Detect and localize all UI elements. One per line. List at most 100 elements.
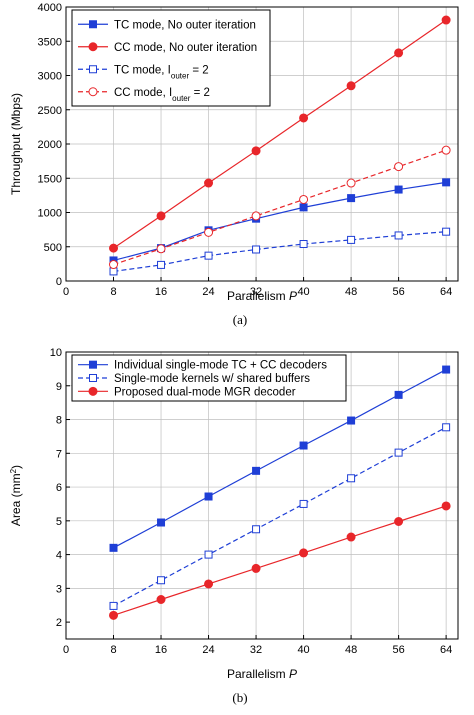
legend-entry-tail: = 2	[190, 87, 210, 99]
x-tick-label: 0	[63, 286, 69, 298]
data-point	[347, 194, 356, 203]
legend-marker	[89, 360, 97, 369]
y-axis-label-tail: )	[9, 465, 23, 469]
legend-entry: CC mode, No outer iteration	[114, 42, 257, 54]
legend-entry: TC mode, No outer iteration	[114, 19, 256, 31]
data-point	[157, 260, 166, 269]
series-0	[109, 178, 451, 265]
x-tick-label: 64	[440, 286, 452, 298]
legend-entry-name: TC mode, No outer iteration	[114, 19, 256, 31]
y-tick-label: 0	[56, 276, 62, 288]
x-tick-label: 8	[110, 644, 116, 656]
y-tick-label: 7	[56, 448, 62, 460]
x-axis-label: Parallelism P	[227, 667, 297, 681]
data-point	[346, 81, 356, 91]
chart-panel-a: 0 8 16 24 32 40 48 56 64 0 500 1000 1500 2000 2500 3000…	[9, 2, 459, 327]
data-point	[299, 548, 309, 558]
data-point	[204, 227, 214, 237]
series-3	[109, 145, 451, 270]
legend-entry-sub: outer	[172, 93, 191, 102]
legend-entry-name: CC mode, No outer iteration	[114, 42, 257, 54]
legend-marker	[88, 386, 98, 396]
series-0	[109, 365, 451, 552]
y-axis-label: Throughput (Mbps)	[9, 93, 23, 195]
legend-entry: Individual single-mode TC + CC decoders	[114, 360, 327, 372]
x-axis-label-text: Parallelism	[227, 289, 286, 303]
y-tick-label: 2500	[38, 105, 62, 117]
data-point	[441, 145, 451, 155]
data-point	[109, 243, 119, 253]
y-tick-label: 5	[56, 516, 62, 528]
legend-box	[71, 9, 271, 107]
y-tick-label: 4000	[38, 2, 62, 14]
data-point	[204, 251, 213, 260]
series-1	[109, 15, 451, 253]
legend: TC mode, No outer iteration CC mode, No o…	[71, 9, 271, 107]
y-tick-label: 9	[56, 381, 62, 393]
data-point	[442, 365, 451, 374]
y-tick-label: 1500	[38, 173, 62, 185]
legend-entry: TC mode, Iouter = 2	[114, 64, 209, 80]
data-point	[251, 146, 261, 156]
data-point	[299, 194, 309, 204]
data-point	[442, 227, 451, 236]
x-tick-label: 16	[155, 286, 167, 298]
data-point	[347, 474, 356, 483]
legend-entry: CC mode, Iouter = 2	[114, 87, 210, 103]
y-tick-label: 500	[44, 242, 62, 254]
data-point	[109, 610, 119, 620]
data-point	[394, 48, 404, 58]
series-line	[113, 19, 447, 249]
x-tick-label: 40	[297, 644, 309, 656]
series-line	[113, 181, 447, 262]
data-point	[299, 240, 308, 249]
legend-entry-name: Single-mode kernels w/ shared buffers	[114, 373, 310, 385]
x-axis-label-text: Parallelism	[227, 667, 286, 681]
y-axis-label-sup: 2	[9, 468, 18, 473]
x-tick-label: 56	[392, 286, 404, 298]
data-point	[394, 390, 403, 399]
series-2	[109, 227, 451, 276]
x-axis-label-var: P	[289, 289, 297, 303]
legend-entry: Single-mode kernels w/ shared buffers	[114, 373, 310, 385]
y-axis-label: Area (mm2)	[9, 465, 24, 526]
data-point	[109, 543, 118, 552]
x-tick-label: 32	[250, 286, 262, 298]
x-tick-label: 16	[155, 644, 167, 656]
data-point	[394, 231, 403, 240]
legend-marker	[89, 20, 97, 29]
y-tick-label: 3500	[38, 36, 62, 48]
data-point	[204, 550, 213, 559]
legend-entry-sub: outer	[171, 71, 190, 80]
series-line	[113, 231, 447, 273]
legend-entry-name: Proposed dual-mode MGR decoder	[114, 386, 296, 398]
data-point	[394, 448, 403, 457]
data-point	[299, 113, 309, 123]
y-tick-label: 3	[56, 583, 62, 595]
legend-marker	[89, 65, 97, 74]
legend-marker	[89, 374, 97, 382]
data-point	[441, 501, 451, 511]
data-point	[157, 576, 166, 585]
y-tick-label: 8	[56, 415, 62, 427]
legend-marker	[88, 87, 98, 97]
x-axis-label: Parallelism P	[227, 289, 297, 303]
legend-box	[71, 354, 347, 402]
data-point	[204, 492, 213, 501]
x-tick-label: 40	[297, 286, 309, 298]
x-tick-label: 24	[202, 286, 214, 298]
y-axis-label-text: Area (mm	[9, 473, 23, 526]
data-point	[252, 466, 261, 475]
series-line	[113, 505, 447, 616]
figure-caption: (b)	[232, 690, 247, 705]
data-point	[251, 211, 261, 221]
y-tick-label: 6	[56, 482, 62, 494]
plot-frame	[65, 351, 459, 640]
x-tick-label: 0	[63, 644, 69, 656]
data-point	[299, 203, 308, 212]
y-tick-label: 1000	[38, 208, 62, 220]
legend-entry-tail: = 2	[189, 64, 209, 76]
